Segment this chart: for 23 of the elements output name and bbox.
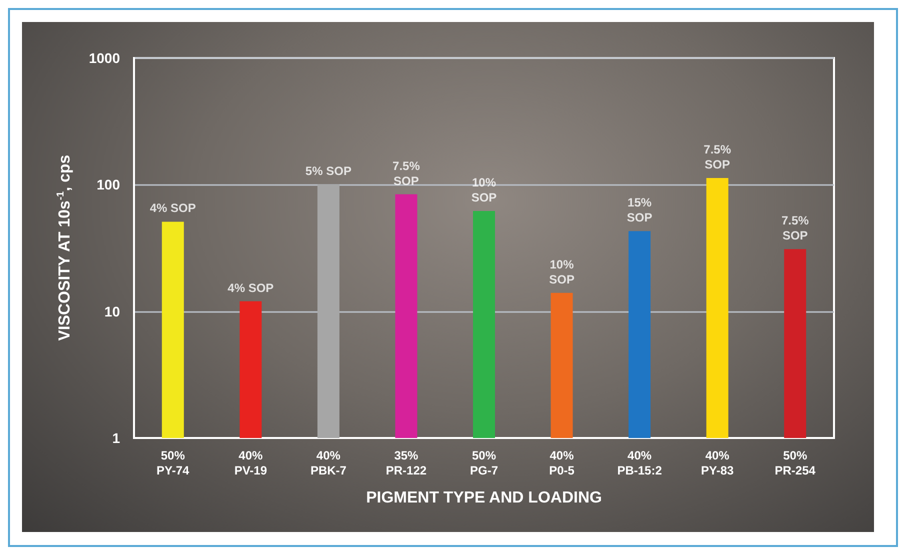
x-tick-label: 40% PY-83 <box>700 448 734 478</box>
x-tick-label: 50% PY-74 <box>156 448 190 478</box>
x-tick-label: 50% PG-7 <box>470 448 498 478</box>
y-axis-title: VISCOSITY AT 10s-1, cps <box>56 154 74 341</box>
x-tick-label: 40% PBK-7 <box>310 448 347 478</box>
annotation: 10% SOP <box>549 257 574 286</box>
x-axis-title: PIGMENT TYPE AND LOADING <box>366 490 602 506</box>
x-tick-label: 35% PR-122 <box>386 448 427 478</box>
annotation: 15% SOP <box>626 196 652 225</box>
y-tick-label: 10 <box>104 303 120 320</box>
annotation: 4% SOP <box>228 280 274 295</box>
annotation: 4% SOP <box>150 201 196 216</box>
y-tick-label: 1000 <box>88 50 120 66</box>
annotation: 7.5% SOP <box>781 214 810 243</box>
x-tick-label: 50% PR-254 <box>774 448 816 478</box>
annotation: 5% SOP <box>305 164 352 178</box>
annotation: 7.5% SOP <box>704 142 732 172</box>
x-tick-label: 40% PB-15:2 <box>617 448 662 478</box>
y-tick-label: 100 <box>96 176 120 193</box>
y-tick-label: 1 <box>112 430 120 446</box>
x-tick-label: 40% P0-5 <box>549 448 575 478</box>
annotation: 7.5% SOP <box>392 158 420 188</box>
x-tick-label: 40% PV-19 <box>234 448 268 478</box>
